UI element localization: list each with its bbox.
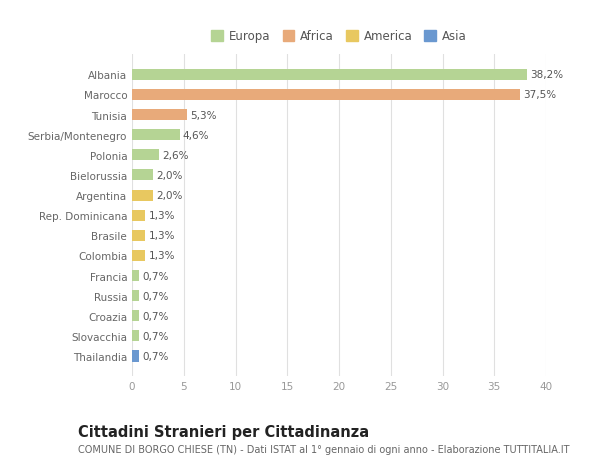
Bar	[132, 110, 187, 121]
Text: 0,7%: 0,7%	[142, 311, 169, 321]
Text: 0,7%: 0,7%	[142, 331, 169, 341]
Text: 2,6%: 2,6%	[162, 151, 188, 161]
Text: COMUNE DI BORGO CHIESE (TN) - Dati ISTAT al 1° gennaio di ogni anno - Elaborazio: COMUNE DI BORGO CHIESE (TN) - Dati ISTAT…	[78, 444, 569, 454]
Text: 5,3%: 5,3%	[190, 110, 217, 120]
Bar	[132, 291, 139, 302]
Bar	[132, 90, 520, 101]
Bar	[132, 130, 179, 141]
Bar	[132, 270, 139, 281]
Bar	[132, 150, 159, 161]
Bar	[132, 210, 145, 221]
Text: Cittadini Stranieri per Cittadinanza: Cittadini Stranieri per Cittadinanza	[78, 425, 369, 440]
Text: 0,7%: 0,7%	[142, 291, 169, 301]
Bar	[132, 250, 145, 262]
Text: 2,0%: 2,0%	[156, 171, 182, 180]
Bar	[132, 190, 152, 201]
Text: 0,7%: 0,7%	[142, 351, 169, 361]
Bar	[132, 351, 139, 362]
Text: 38,2%: 38,2%	[530, 70, 563, 80]
Text: 1,3%: 1,3%	[149, 251, 175, 261]
Text: 0,7%: 0,7%	[142, 271, 169, 281]
Text: 2,0%: 2,0%	[156, 190, 182, 201]
Bar	[132, 311, 139, 322]
Bar	[132, 330, 139, 341]
Text: 37,5%: 37,5%	[523, 90, 556, 100]
Legend: Europa, Africa, America, Asia: Europa, Africa, America, Asia	[207, 26, 471, 48]
Text: 1,3%: 1,3%	[149, 211, 175, 221]
Text: 1,3%: 1,3%	[149, 231, 175, 241]
Bar	[132, 230, 145, 241]
Bar	[132, 70, 527, 81]
Bar	[132, 170, 152, 181]
Text: 4,6%: 4,6%	[183, 130, 209, 140]
